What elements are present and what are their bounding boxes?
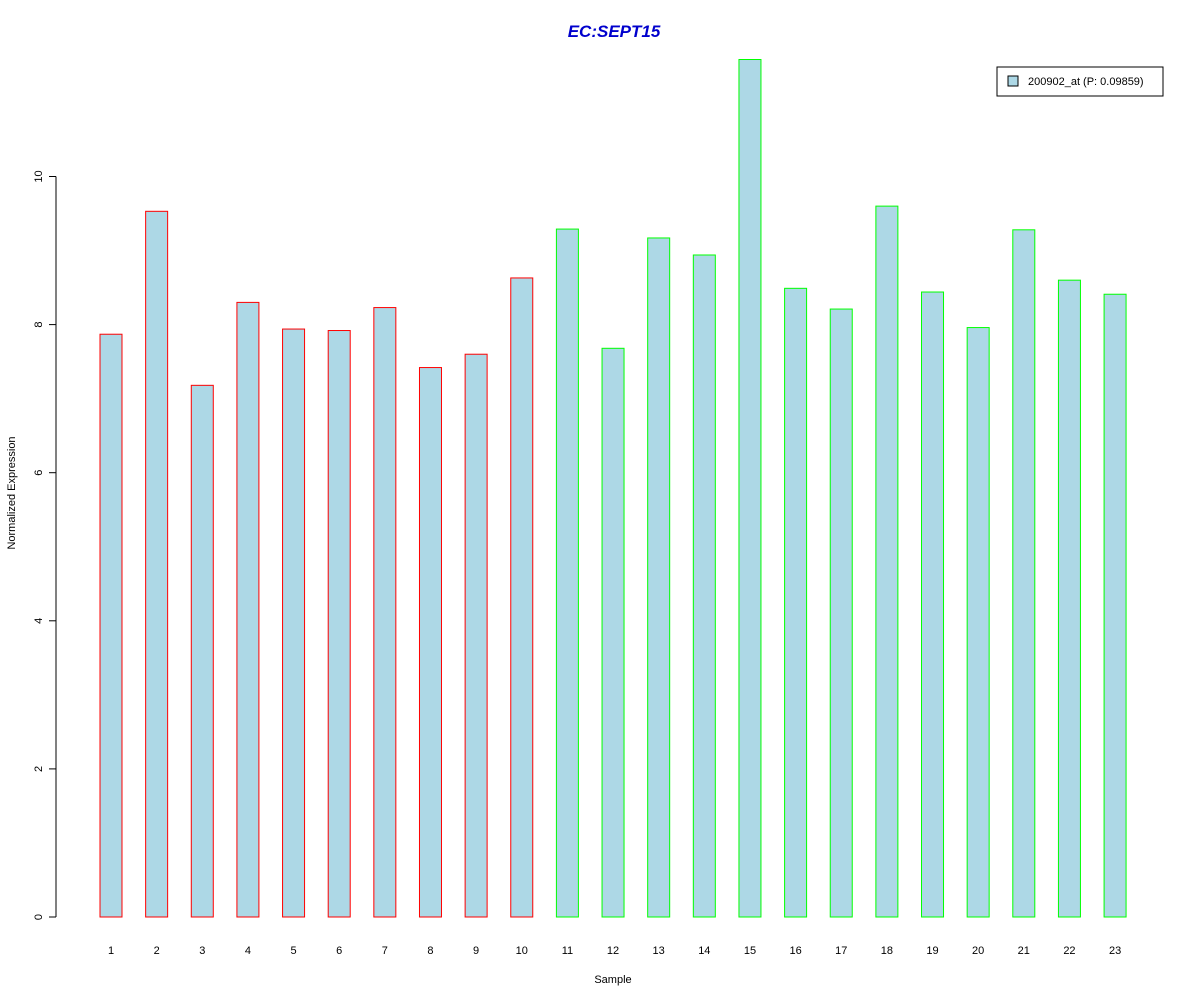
x-tick-label: 1 xyxy=(108,945,114,957)
x-tick-label: 21 xyxy=(1018,945,1030,957)
y-tick-label: 4 xyxy=(33,618,45,624)
x-tick-label: 18 xyxy=(881,945,893,957)
bars xyxy=(99,59,1127,918)
bar-sample-4 xyxy=(236,301,260,918)
x-tick-label: 8 xyxy=(427,945,433,957)
chart-title: EC:SEPT15 xyxy=(568,22,661,41)
x-axis-label: Sample xyxy=(594,974,631,986)
bar-sample-1 xyxy=(99,333,123,918)
x-tick-label: 20 xyxy=(972,945,984,957)
legend-label: 200902_at (P: 0.09859) xyxy=(1028,76,1144,88)
bar-sample-23 xyxy=(1103,293,1127,918)
y-tick-label: 8 xyxy=(33,322,45,328)
x-tick-label: 16 xyxy=(789,945,801,957)
y-tick-label: 6 xyxy=(33,470,45,476)
x-tick-label: 23 xyxy=(1109,945,1121,957)
x-tick-label: 5 xyxy=(290,945,296,957)
bar-sample-12 xyxy=(601,347,625,918)
x-tick-label: 15 xyxy=(744,945,756,957)
bar-sample-2 xyxy=(145,210,169,918)
bar-sample-3 xyxy=(190,384,214,918)
y-tick-label: 10 xyxy=(33,170,45,182)
bar-sample-9 xyxy=(464,353,488,918)
bar-sample-18 xyxy=(875,205,899,918)
x-tick-label: 12 xyxy=(607,945,619,957)
bar-sample-7 xyxy=(373,307,397,918)
x-tick-label: 6 xyxy=(336,945,342,957)
bar-sample-22 xyxy=(1057,279,1081,918)
bar-sample-6 xyxy=(327,330,351,918)
bar-sample-15 xyxy=(738,59,762,918)
y-axis-label: Normalized Expression xyxy=(6,436,18,549)
bar-sample-14 xyxy=(692,254,716,918)
x-tick-label: 11 xyxy=(562,945,573,957)
bar-sample-8 xyxy=(418,367,442,918)
bar-sample-16 xyxy=(784,287,808,918)
bar-sample-13 xyxy=(647,237,671,918)
bar-sample-19 xyxy=(921,291,945,918)
legend-box xyxy=(996,66,1164,97)
x-tick-label: 4 xyxy=(245,945,251,957)
x-tick-label: 14 xyxy=(698,945,710,957)
x-tick-label: 17 xyxy=(835,945,847,957)
x-tick-label: 22 xyxy=(1063,945,1075,957)
x-tick-label: 3 xyxy=(199,945,205,957)
x-tick-label: 7 xyxy=(382,945,388,957)
legend-swatch xyxy=(1007,75,1019,87)
x-tick-label: 19 xyxy=(926,945,938,957)
bar-sample-17 xyxy=(829,308,853,918)
bar-sample-5 xyxy=(282,328,306,918)
bar-sample-20 xyxy=(966,327,990,918)
bar-sample-10 xyxy=(510,277,534,918)
legend: 200902_at (P: 0.09859) xyxy=(996,66,1164,97)
x-tick-label: 13 xyxy=(653,945,665,957)
x-tick-label: 9 xyxy=(473,945,479,957)
bar-sample-11 xyxy=(555,228,579,918)
x-tick-label: 10 xyxy=(516,945,528,957)
y-axis: 0 2 4 6 8 10 xyxy=(33,170,57,920)
y-tick-label: 2 xyxy=(33,766,45,772)
bar-sample-21 xyxy=(1012,229,1036,918)
x-tick-label: 2 xyxy=(154,945,160,957)
y-tick-label: 0 xyxy=(33,914,45,920)
x-tick-labels: 1 2 3 4 5 6 7 8 9 10 11 12 13 14 15 16 17 18 19 20 21 22 23 xyxy=(108,945,1121,957)
